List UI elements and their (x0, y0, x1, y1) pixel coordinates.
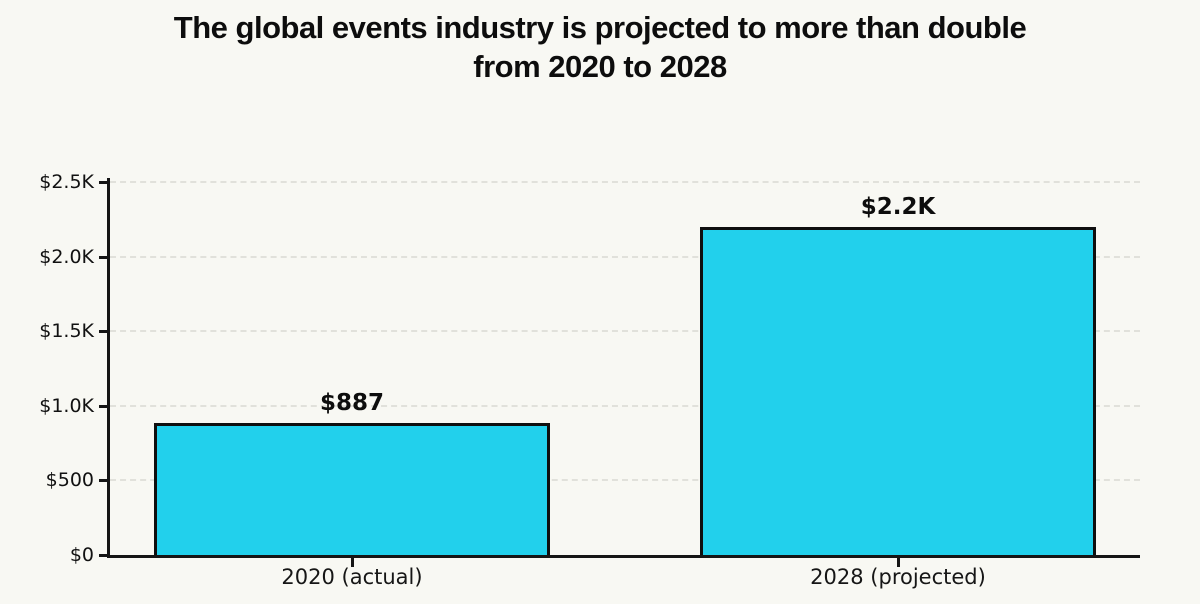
y-gridline (110, 479, 1140, 481)
y-gridline (110, 256, 1140, 258)
y-gridline (110, 405, 1140, 407)
y-axis-tick-label: $1.0K (39, 395, 94, 417)
y-gridline (110, 330, 1140, 332)
x-axis (107, 555, 1140, 558)
chart-title-line-1: The global events industry is projected … (173, 10, 1027, 45)
y-axis-tick-label: $2.5K (39, 171, 94, 193)
x-axis-tick (351, 558, 354, 567)
y-axis-tick-label: $1.5K (39, 320, 94, 342)
y-axis-tick (99, 554, 110, 557)
y-axis-tick-label: $0 (69, 544, 94, 566)
y-axis-tick-label: $2.0K (39, 246, 94, 268)
bar-value-label: $887 (319, 390, 384, 416)
y-axis-tick (99, 181, 110, 184)
y-axis-tick (99, 256, 110, 259)
x-axis-tick-label: 2020 (actual) (281, 565, 423, 589)
y-axis-tick-label: $500 (45, 469, 94, 491)
y-gridline (110, 181, 1140, 183)
bar-2028 (projected) (700, 227, 1096, 558)
y-axis-tick (99, 330, 110, 333)
x-axis-tick-label: 2028 (projected) (810, 565, 986, 589)
y-axis-tick (99, 479, 110, 482)
bar-2020 (actual) (154, 423, 550, 558)
chart-title-line-2: from 2020 to 2028 (473, 49, 727, 84)
x-axis-tick (897, 558, 900, 567)
chart-title: The global events industry is projected … (0, 8, 1200, 86)
y-axis-tick (99, 405, 110, 408)
bar-value-label: $2.2K (860, 194, 936, 220)
y-axis (107, 178, 110, 558)
